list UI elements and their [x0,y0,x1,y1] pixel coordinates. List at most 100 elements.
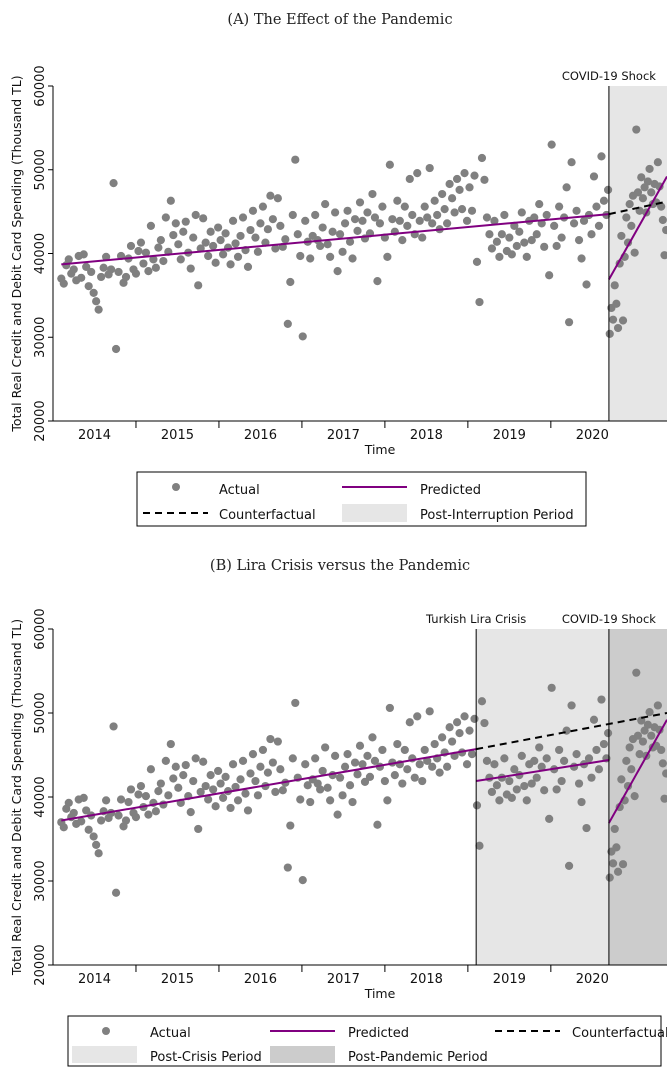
panel-b-actual-point [338,791,347,800]
panel-a-actual-point [408,210,417,220]
panel-b-actual-point [510,765,519,774]
panel-b-actual-point [196,787,205,797]
panel-b-actual-point [613,867,623,876]
panel-b-actual-point [360,777,370,786]
panel-b-actual-point [97,816,106,825]
panel-a-x-tick-label: 2017 [327,428,360,443]
panel-a-actual-point [452,174,462,184]
panel-b-shade-0 [476,629,609,965]
panel-a-actual-point [276,221,285,230]
panel-a-actual-point [209,241,218,251]
panel-b-actual-point [385,703,394,713]
panel-a-actual-point [612,299,621,308]
panel-b-actual-point [343,750,352,759]
panel-b-actual-point [111,888,121,897]
panel-a-actual-point [597,152,606,161]
panel-a-actual-point [306,254,315,263]
panel-a-counterfactual-line [608,200,667,216]
panel-b-actual-point [236,775,245,784]
panel-a-actual-point [472,257,482,266]
panel-a-actual-point [271,244,280,253]
panel-b-actual-point [557,776,566,786]
panel-b-actual-point [251,776,260,786]
panel-b-predicted-line [61,748,477,822]
panel-a-x-axis-title: Time [364,442,396,457]
panel-a-actual-point [131,269,141,278]
panel-a-actual-point [191,210,200,220]
panel-b-actual-point [587,773,596,782]
panel-a-actual-point [423,213,432,222]
legend-b-post-crisis-swatch [72,1046,137,1063]
panel-a-actual-point [542,210,551,220]
panel-b-annotation-1: COVID-19 Shock [562,612,656,626]
panel-b-actual-point [363,751,372,760]
legend-actual-marker [172,483,180,491]
panel-b-actual-point [635,750,644,759]
panel-b-actual-point [263,768,272,777]
panel-a-actual-point [457,205,467,214]
panel-a-actual-point [405,174,414,184]
panel-a-actual-point [331,208,340,217]
panel-a-actual-point [106,265,116,274]
panel-a-actual-point [572,206,581,215]
panel-b-actual-point [618,860,628,869]
panel-a-y-tick-label: 60000 [33,65,48,106]
panel-b-actual-point [599,739,609,749]
panel-b-actual-point [278,786,287,795]
panel-b-actual-point [378,745,387,755]
panel-a-actual-point [216,236,225,245]
panel-a-actual-point [134,246,143,256]
panel-a-actual-point [460,169,469,178]
panel-b-actual-point [505,776,514,786]
panel-a-actual-point [393,196,402,205]
panel-b-actual-point [136,781,146,791]
panel-b-actual-point [84,825,93,834]
panel-b-actual-point [306,797,315,807]
panel-b-actual-point [218,793,228,802]
panel-b-actual-point [455,729,464,738]
panel-a-actual-point [335,230,345,239]
panel-b-actual-point [658,759,667,768]
panel-b-actual-point [435,768,444,777]
panel-a-actual-point [156,236,165,245]
panel-b: (B) Lira Crisis versus the Pandemic 2000… [9,558,667,1067]
panel-b-actual-point [482,756,492,765]
panel-a-x-tick-label: 2014 [78,428,111,443]
panel-b-actual-point [271,787,280,797]
panel-b-actual-point [438,733,447,742]
panel-b-actual-point [373,820,382,829]
panel-b-predicted-line [476,759,610,783]
panel-a-actual-point [467,206,477,215]
panel-a-actual-point [418,233,427,242]
panel-b-actual-point [211,802,220,811]
panel-a-actual-point [159,256,168,266]
panel-a-x-tick-label: 2020 [576,428,609,443]
panel-a-actual-point [253,247,263,256]
panel-a-actual-point [201,238,210,247]
legend-post-interruption-swatch [342,504,407,522]
panel-a-actual-point [430,196,439,205]
panel-b-actual-point [657,745,666,755]
panel-a-actual-point [660,251,667,260]
panel-b-actual-point [79,793,88,802]
panel-a-actual-point [323,240,332,249]
panel-b-actual-point [144,810,153,819]
panel-b-actual-point [82,806,91,815]
legend-b-post-crisis-label: Post-Crisis Period [150,1050,262,1065]
panel-b-actual-point [555,745,564,755]
panel-b-x-tick-label: 2019 [493,972,526,987]
panel-b-actual-point [420,745,429,755]
panel-a-actual-point [348,254,357,263]
panel-a-annotation-0: COVID-19 Shock [562,69,656,83]
panel-b-actual-point [326,796,335,805]
panel-a-title: (A) The Effect of the Pandemic [227,12,452,28]
panel-a-actual-point [311,210,320,220]
panel-b-actual-point [645,708,654,717]
panel-a-actual-point [87,267,96,277]
panel-b-actual-point [632,668,641,677]
panel-b-legend-box [67,1015,662,1067]
panel-b-actual-point [248,750,258,759]
panel-b-actual-point [256,762,265,771]
panel-b-actual-point [241,789,250,798]
panel-a-x-tick-label: 2018 [410,428,443,443]
